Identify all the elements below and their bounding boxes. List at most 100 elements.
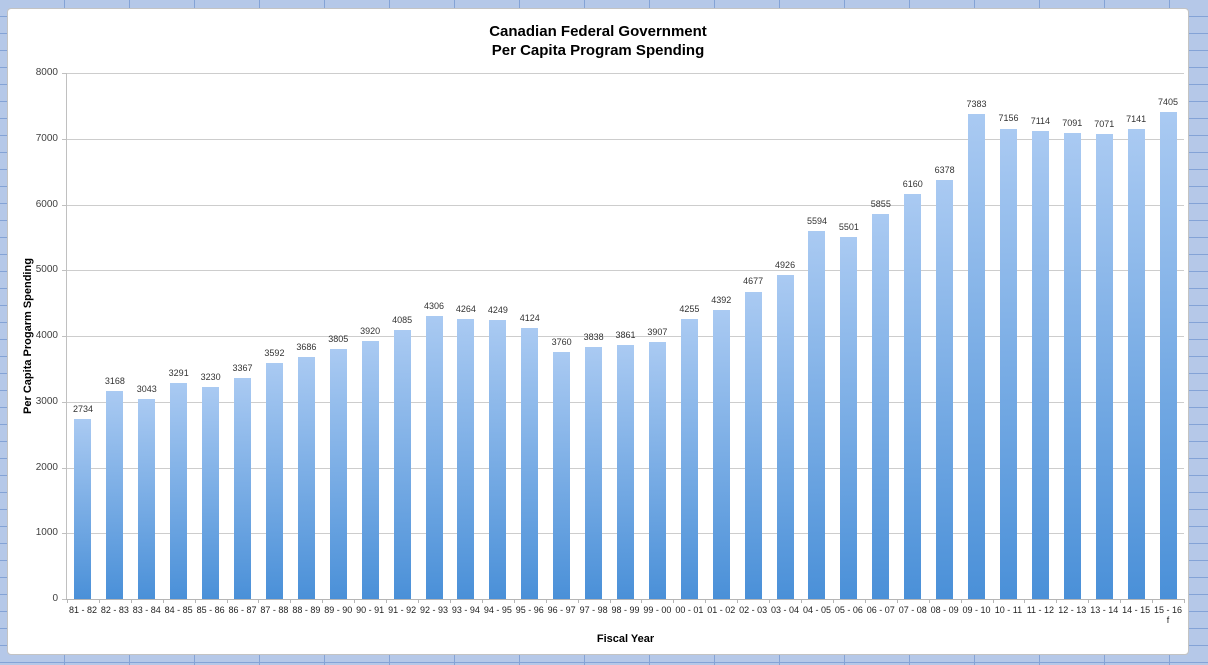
y-axis-title: Per Capita Progarm Spending bbox=[22, 258, 34, 414]
x-category-label: 13 - 14 bbox=[1090, 605, 1119, 615]
x-category-label: 00 - 01 bbox=[675, 605, 704, 615]
bar-08-09 bbox=[936, 179, 954, 599]
x-category-label: 01 - 02 bbox=[707, 605, 736, 615]
x-tick-mark bbox=[832, 599, 834, 603]
y-tick-mark bbox=[62, 533, 66, 535]
bar-value-label: 4124 bbox=[519, 312, 540, 323]
x-category-label: 96 - 97 bbox=[547, 605, 576, 615]
bar-value-label: 7114 bbox=[1030, 116, 1051, 127]
x-category-label: 87 - 88 bbox=[260, 605, 289, 615]
bar-value-label: 4306 bbox=[423, 300, 445, 311]
bar-value-label: 5855 bbox=[870, 199, 891, 210]
bar-87-88 bbox=[265, 362, 283, 599]
x-tick-mark bbox=[1152, 599, 1154, 603]
bar-value-label: 7091 bbox=[1062, 117, 1083, 128]
bar-94-95 bbox=[489, 319, 507, 599]
y-tick-mark bbox=[62, 599, 66, 600]
bar-value-label: 2734 bbox=[72, 404, 93, 415]
bar-value-label: 4249 bbox=[487, 304, 508, 315]
x-tick-mark bbox=[864, 599, 866, 603]
gridline-7000 bbox=[67, 138, 1184, 140]
chart-title-line-2: Per Capita Program Spending bbox=[491, 42, 705, 59]
bar-93-94 bbox=[457, 318, 475, 599]
y-tick-label-5000: 5000 bbox=[35, 264, 58, 276]
bar-value-label: 7156 bbox=[998, 113, 1019, 124]
x-tick-mark bbox=[577, 599, 579, 603]
x-category-label: 12 - 13 bbox=[1058, 605, 1087, 615]
x-category-label: 11 - 12 bbox=[1026, 605, 1055, 615]
bar-value-label: 4926 bbox=[775, 260, 796, 271]
x-tick-mark bbox=[1056, 599, 1058, 603]
bar-value-label: 7141 bbox=[1126, 114, 1147, 125]
x-tick-mark bbox=[449, 599, 451, 603]
bar-value-label: 5501 bbox=[838, 222, 859, 233]
x-category-label: 07 - 08 bbox=[898, 605, 927, 615]
x-tick-mark bbox=[641, 599, 643, 603]
x-tick-mark bbox=[1120, 599, 1122, 603]
bar-value-label: 3861 bbox=[615, 330, 636, 341]
bar-value-label: 3920 bbox=[360, 326, 381, 337]
gridline-8000 bbox=[67, 73, 1184, 74]
chart-title-line-1: Canadian Federal Government bbox=[489, 23, 707, 40]
bar-96-97 bbox=[553, 351, 571, 599]
chart-title: Canadian Federal Government Per Capita P… bbox=[8, 22, 1188, 60]
bar-value-label: 4677 bbox=[743, 276, 764, 287]
gridline-6000 bbox=[67, 204, 1184, 206]
x-tick-mark bbox=[1184, 599, 1185, 603]
bar-value-label: 3592 bbox=[264, 347, 285, 358]
bar-03-04 bbox=[776, 275, 794, 599]
bar-95-96 bbox=[521, 327, 539, 599]
y-tick-label-0: 0 bbox=[52, 593, 58, 604]
bar-value-label: 3760 bbox=[551, 336, 572, 347]
x-tick-mark bbox=[1088, 599, 1090, 603]
bar-81-82 bbox=[74, 419, 92, 599]
x-category-label: 04 - 05 bbox=[802, 605, 831, 615]
bar-06-07 bbox=[872, 214, 890, 599]
bar-09-10 bbox=[968, 113, 986, 599]
y-tick-label-6000: 6000 bbox=[35, 198, 58, 210]
bar-85-86 bbox=[202, 386, 220, 599]
x-tick-mark bbox=[737, 599, 739, 603]
x-tick-mark bbox=[354, 599, 356, 603]
x-category-label: 93 - 94 bbox=[451, 605, 480, 615]
bar-value-label: 7071 bbox=[1094, 119, 1115, 130]
bar-99-00 bbox=[648, 342, 666, 599]
bar-value-label: 5594 bbox=[806, 216, 827, 227]
plot-area: 2734 3168 3043 3291 3230 3367 3592 3686 3805 3920… bbox=[36, 67, 1185, 625]
y-tick-label-7000: 7000 bbox=[35, 132, 58, 144]
x-tick-mark bbox=[226, 599, 228, 603]
x-tick-mark bbox=[545, 599, 547, 603]
bar-value-label: 4264 bbox=[455, 303, 476, 314]
bar-86-87 bbox=[234, 377, 252, 599]
x-tick-mark bbox=[705, 599, 707, 603]
x-tick-mark bbox=[513, 599, 515, 603]
x-tick-mark bbox=[673, 599, 675, 603]
x-category-label: 09 - 10 bbox=[962, 605, 991, 615]
bar-14-15 bbox=[1127, 129, 1145, 599]
x-tick-mark bbox=[609, 599, 611, 603]
x-tick-mark bbox=[386, 599, 388, 603]
x-tick-mark bbox=[290, 599, 292, 603]
bar-value-label: 7383 bbox=[966, 98, 987, 109]
bar-12-13 bbox=[1063, 132, 1081, 599]
bar-value-label: 6378 bbox=[934, 164, 955, 175]
bar-01-02 bbox=[712, 310, 730, 599]
x-axis-line bbox=[66, 599, 1184, 600]
chart-object[interactable]: Canadian Federal Government Per Capita P… bbox=[7, 8, 1189, 655]
x-tick-mark bbox=[896, 599, 898, 603]
x-category-label: 82 - 83 bbox=[100, 605, 129, 615]
x-category-label: 02 - 03 bbox=[739, 605, 768, 615]
y-tick-mark bbox=[62, 204, 66, 206]
bar-value-label: 3230 bbox=[200, 371, 221, 382]
y-tick-mark bbox=[62, 270, 66, 272]
bar-89-90 bbox=[329, 348, 347, 599]
bar-02-03 bbox=[744, 291, 762, 599]
x-tick-mark bbox=[258, 599, 260, 603]
bar-97-98 bbox=[585, 346, 603, 599]
x-category-label: 99 - 00 bbox=[643, 605, 672, 615]
x-tick-mark bbox=[928, 599, 930, 603]
x-category-label: 83 - 84 bbox=[132, 605, 161, 615]
bar-15-16 bbox=[1159, 112, 1177, 599]
bar-92-93 bbox=[425, 315, 443, 599]
x-tick-mark bbox=[194, 599, 196, 603]
